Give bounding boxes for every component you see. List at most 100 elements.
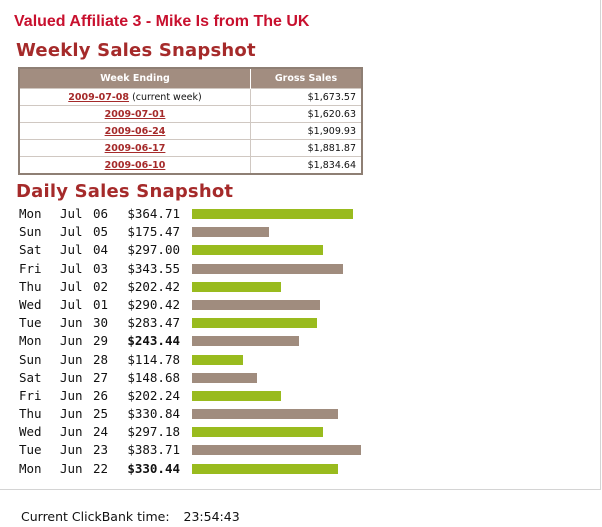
sales-bar: [192, 318, 317, 329]
day-of-week: Wed: [19, 296, 42, 312]
sales-bar: [192, 409, 338, 420]
gross-sales-cell: $1,620.63: [250, 105, 362, 123]
table-row: 2009-07-01 $1,620.63: [19, 105, 362, 123]
month: Jul: [60, 224, 83, 240]
month: Jul: [60, 260, 83, 276]
gross-sales-cell: $1,881.87: [250, 139, 362, 157]
month: Jun: [60, 406, 83, 422]
clickbank-time-value: 23:54:43: [183, 509, 240, 524]
week-link[interactable]: 2009-07-08: [68, 91, 130, 103]
amount: $330.44: [127, 460, 180, 476]
sales-bar: [192, 245, 323, 256]
amount: $148.68: [127, 369, 180, 385]
day-of-week: Sat: [19, 242, 42, 258]
month: Jun: [60, 369, 83, 385]
amount: $283.47: [127, 315, 180, 331]
month: Jun: [60, 460, 83, 476]
month: Jul: [60, 296, 83, 312]
month: Jun: [60, 351, 83, 367]
amount: $202.42: [127, 278, 180, 294]
current-week-note: (current week): [132, 91, 202, 103]
day-number: 24: [93, 424, 109, 440]
day-of-week: Wed: [19, 424, 42, 440]
day-of-week: Fri: [19, 387, 42, 403]
day-of-week: Mon: [19, 460, 42, 476]
table-row: 2009-06-17 $1,881.87: [19, 139, 362, 157]
table-row: 2009-06-24 $1,909.93: [19, 122, 362, 140]
daily-snapshot-title: Daily Sales Snapshot: [16, 181, 234, 202]
amount: $290.42: [127, 296, 180, 312]
day-of-week: Tue: [19, 315, 42, 331]
clickbank-time-label: Current ClickBank time:: [21, 509, 170, 524]
sales-bar: [192, 354, 243, 365]
affiliate-title: Valued Affiliate 3 - Mike Is from The UK: [14, 13, 310, 30]
day-of-week: Thu: [19, 278, 42, 294]
day-number: 05: [93, 224, 109, 240]
day-number: 30: [93, 315, 109, 331]
day-number: 22: [93, 460, 109, 476]
day-number: 25: [93, 406, 109, 422]
weekly-table-header: Week Ending Gross Sales: [19, 68, 362, 89]
week-ending-cell: 2009-06-10: [19, 156, 251, 174]
month: Jun: [60, 424, 83, 440]
amount: $114.78: [127, 351, 180, 367]
day-number: 02: [93, 278, 109, 294]
day-number: 06: [93, 206, 109, 221]
weekly-sales-table: Week Ending Gross Sales 2009-07-08 (curr…: [18, 67, 363, 175]
sales-bar: [192, 445, 361, 456]
day-of-week: Sun: [19, 351, 42, 367]
day-of-week: Fri: [19, 260, 42, 276]
week-link[interactable]: 2009-06-10: [104, 159, 166, 171]
amount: $343.55: [127, 260, 180, 276]
day-of-week: Mon: [19, 333, 42, 349]
month: Jun: [60, 442, 83, 458]
sales-bar: [192, 336, 299, 347]
amount: $297.18: [127, 424, 180, 440]
gross-sales-header: Gross Sales: [250, 68, 362, 89]
day-number: 03: [93, 260, 109, 276]
gross-sales-cell: $1,673.57: [250, 88, 362, 106]
day-of-week: Mon: [19, 206, 42, 221]
day-number: 28: [93, 351, 109, 367]
sales-bar: [192, 209, 353, 219]
month: Jun: [60, 315, 83, 331]
day-number: 01: [93, 296, 109, 312]
day-of-week: Sun: [19, 224, 42, 240]
table-row: 2009-06-10 $1,834.64: [19, 156, 362, 174]
day-number: 23: [93, 442, 109, 458]
week-ending-cell: 2009-06-17: [19, 139, 251, 157]
month: Jul: [60, 278, 83, 294]
month: Jun: [60, 333, 83, 349]
month: Jul: [60, 206, 83, 221]
day-of-week: Thu: [19, 406, 42, 422]
week-link[interactable]: 2009-07-01: [104, 108, 166, 120]
day-number: 04: [93, 242, 109, 258]
sales-bar: [192, 281, 281, 292]
amount: $297.00: [127, 242, 180, 258]
sales-bar: [192, 263, 343, 274]
day-of-week: Tue: [19, 442, 42, 458]
week-ending-header: Week Ending: [19, 68, 251, 89]
amount: $383.71: [127, 442, 180, 458]
gross-sales-cell: $1,834.64: [250, 156, 362, 174]
weekly-snapshot-title: Weekly Sales Snapshot: [16, 40, 256, 61]
table-row: 2009-07-08 (current week) $1,673.57: [19, 88, 362, 106]
amount: $202.24: [127, 387, 180, 403]
amount: $243.44: [127, 333, 180, 349]
gross-sales-cell: $1,909.93: [250, 122, 362, 140]
sales-bar: [192, 390, 281, 401]
sales-bar: [192, 427, 323, 438]
day-number: 29: [93, 333, 109, 349]
day-number: 27: [93, 369, 109, 385]
sales-bar: [192, 299, 320, 310]
month: Jul: [60, 242, 83, 258]
week-link[interactable]: 2009-06-24: [104, 125, 166, 137]
sales-bar: [192, 227, 269, 238]
week-ending-cell: 2009-06-24: [19, 122, 251, 140]
week-ending-cell: 2009-07-01: [19, 105, 251, 123]
day-of-week: Sat: [19, 369, 42, 385]
amount: $175.47: [127, 224, 180, 240]
amount: $364.71: [127, 206, 180, 221]
week-link[interactable]: 2009-06-17: [104, 142, 166, 154]
amount: $330.84: [127, 406, 180, 422]
